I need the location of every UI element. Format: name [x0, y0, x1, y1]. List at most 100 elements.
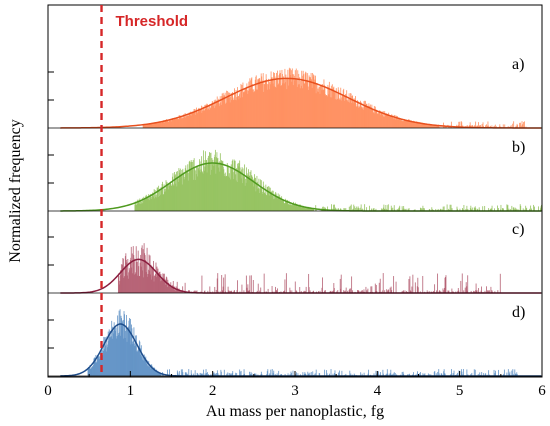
histogram-bar	[404, 118, 405, 128]
histogram-bar	[141, 247, 143, 293]
histogram-bar	[138, 275, 140, 293]
histogram-bar	[503, 373, 505, 376]
histogram-bar	[303, 206, 305, 211]
histogram-bar	[450, 374, 452, 376]
histogram-bar	[393, 372, 395, 376]
histogram-bar	[393, 118, 395, 128]
histogram-bar	[337, 93, 339, 128]
histogram-bar	[211, 101, 213, 128]
histogram-bar	[339, 99, 341, 128]
histogram-bar	[257, 188, 259, 211]
histogram-bar	[432, 125, 434, 128]
histogram-bar	[185, 165, 187, 211]
histogram-bar	[148, 194, 150, 211]
histogram-bar	[444, 373, 446, 376]
histogram-bar	[197, 112, 199, 128]
histogram-bar	[276, 72, 277, 128]
histogram-bar	[157, 271, 158, 293]
histogram-bar	[295, 203, 297, 211]
histogram-bar	[261, 192, 263, 211]
histogram-bar	[218, 98, 220, 128]
histogram-bar	[127, 259, 129, 293]
histogram-bar	[308, 206, 310, 211]
histogram-bar	[193, 290, 195, 293]
histogram-bar	[192, 160, 194, 211]
histogram-bar	[243, 369, 245, 376]
histogram-bar	[146, 197, 148, 211]
histogram-bar	[466, 369, 468, 376]
histogram-bar	[231, 168, 233, 211]
histogram-bar	[248, 290, 250, 293]
histogram-bar	[162, 273, 164, 293]
histogram-bar	[99, 350, 101, 376]
histogram-bar	[303, 74, 305, 128]
histogram-bar	[173, 290, 175, 293]
histogram-bar	[466, 286, 468, 293]
histogram-bar	[238, 99, 240, 128]
histogram-bar	[441, 373, 443, 376]
histogram-bar	[405, 119, 407, 128]
histogram-bar	[268, 185, 270, 211]
histogram-bar	[239, 371, 241, 376]
histogram-bar	[490, 208, 492, 211]
histogram-bar	[237, 96, 239, 128]
histogram-bar	[438, 373, 440, 376]
histogram-bar	[145, 356, 147, 376]
histogram-bar	[232, 371, 234, 376]
histogram-bar	[123, 338, 124, 376]
histogram-bar	[139, 198, 141, 211]
histogram-bar	[376, 373, 377, 376]
histogram-bar	[125, 259, 127, 293]
histogram-bar	[222, 160, 224, 211]
histogram-bar	[318, 86, 320, 128]
histogram-bar	[218, 103, 220, 128]
histogram-bar	[280, 72, 281, 128]
histogram-bar	[269, 187, 271, 211]
histogram-bar	[144, 253, 146, 293]
histogram-bar	[205, 369, 207, 376]
histogram-bar	[240, 97, 241, 128]
histogram-bar	[148, 269, 150, 293]
panel-label: d)	[512, 304, 525, 321]
histogram-bar	[276, 77, 278, 128]
histogram-bar	[298, 73, 300, 128]
histogram-bar	[171, 118, 173, 128]
histogram-bar	[358, 208, 360, 211]
histogram-bar	[491, 205, 493, 211]
histogram-bar	[150, 364, 152, 376]
histogram-bar	[502, 209, 504, 211]
histogram-bar	[241, 167, 243, 211]
histogram-bar	[247, 174, 249, 211]
histogram-bar	[220, 369, 222, 376]
histogram-bar	[102, 355, 104, 376]
histogram-bar	[385, 373, 387, 376]
histogram-bar	[207, 109, 209, 128]
histogram-bar	[345, 208, 347, 211]
histogram-bar	[320, 85, 321, 128]
histogram-bar	[168, 183, 170, 211]
histogram-bar	[506, 204, 508, 211]
histogram-bar	[389, 373, 391, 376]
histogram-bar	[235, 99, 236, 128]
histogram-bar	[350, 204, 352, 211]
histogram-bar	[304, 206, 306, 211]
histogram-bar	[149, 123, 151, 128]
histogram-bar	[507, 204, 509, 211]
histogram-bar	[157, 187, 159, 211]
histogram-bar	[103, 336, 105, 376]
histogram-bar	[319, 93, 321, 128]
histogram-bar	[380, 208, 382, 211]
histogram-bar	[428, 291, 430, 293]
histogram-bar	[401, 119, 403, 128]
histogram-bar	[162, 273, 164, 293]
histogram-bar	[302, 372, 304, 376]
histogram-bar	[422, 275, 424, 293]
histogram-bar	[332, 373, 334, 376]
histogram-bar	[337, 87, 339, 128]
histogram-bar	[401, 206, 403, 211]
histogram-bar	[360, 207, 362, 211]
histogram-bar	[205, 105, 207, 128]
histogram-bar	[199, 108, 200, 128]
histogram-bar	[251, 175, 252, 211]
histogram-bar	[205, 159, 207, 211]
